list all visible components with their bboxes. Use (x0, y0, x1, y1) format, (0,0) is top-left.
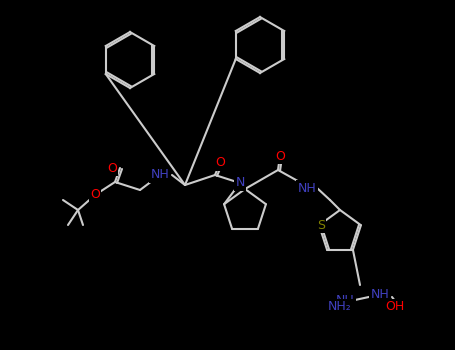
Text: NH: NH (151, 168, 169, 182)
Text: NH: NH (336, 294, 354, 307)
Text: NH: NH (371, 288, 389, 301)
Text: O: O (215, 156, 225, 169)
Text: NH₂: NH₂ (328, 301, 352, 314)
Text: O: O (90, 189, 100, 202)
Text: NH: NH (298, 182, 316, 195)
Text: OH: OH (385, 301, 404, 314)
Text: O: O (275, 149, 285, 162)
Text: S: S (317, 219, 325, 232)
Text: N: N (235, 176, 245, 189)
Text: O: O (107, 161, 117, 175)
